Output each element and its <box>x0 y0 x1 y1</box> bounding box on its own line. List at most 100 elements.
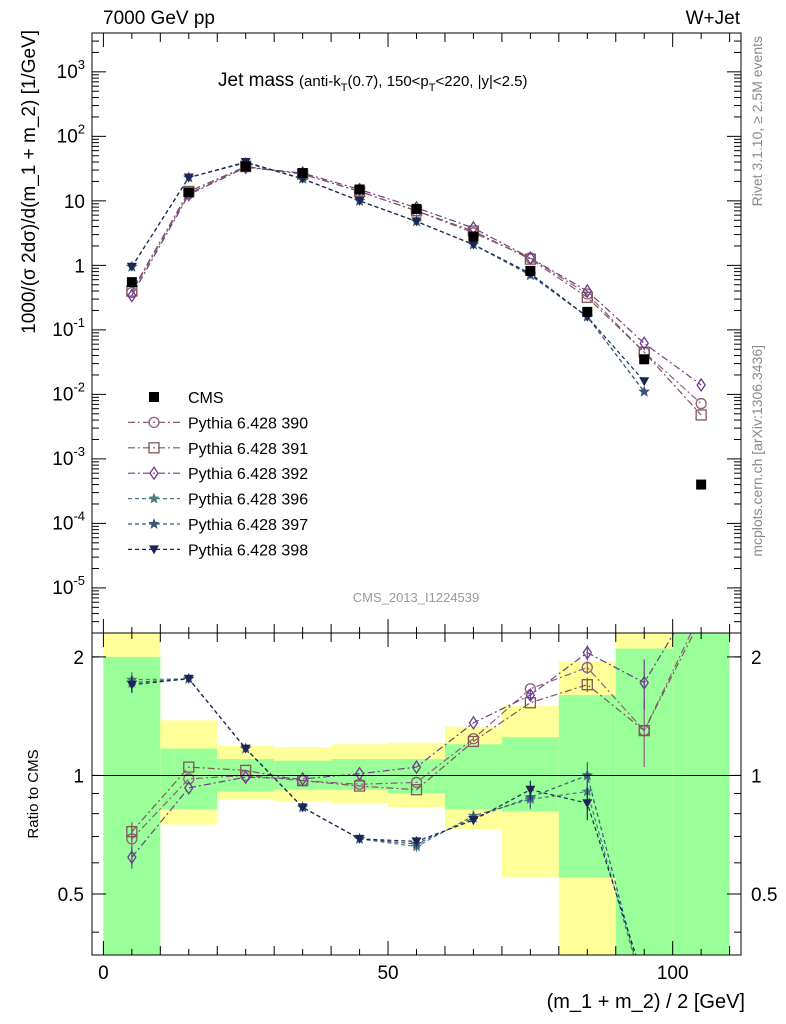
series-391-ratio-point-55 <box>410 784 423 796</box>
series-396-ratio-line <box>131 678 635 955</box>
series-397-main-line <box>131 162 645 393</box>
legend-marker-396 <box>148 492 160 504</box>
legend-label-392: Pythia 6.428 392 <box>188 466 308 483</box>
series-398-point-55 <box>411 217 422 227</box>
series-396-main-line <box>131 162 645 393</box>
series-397-ratio-point-85 <box>581 769 593 781</box>
x-tick-label: 0 <box>98 963 109 984</box>
legend-marker-391 <box>148 442 160 454</box>
series-392-point-105 <box>696 377 706 393</box>
legend-label-cms: CMS <box>188 390 224 407</box>
y-tick-label: 10-5 <box>52 573 85 599</box>
band-inner-1 <box>160 748 218 810</box>
series-392-ratio-point-65 <box>468 715 479 731</box>
x-axis-label: (m_1 + m_2) / 2 [GeV] <box>547 991 745 1013</box>
band-inner-4 <box>331 759 389 790</box>
series-398-ratio-point-75 <box>525 785 536 795</box>
cms-point-85 <box>582 306 593 317</box>
series-398-ratio-point-45 <box>354 834 365 844</box>
cms-point-35 <box>297 168 308 179</box>
series-392-main-line <box>131 166 702 386</box>
series-398-ratio-point-65 <box>468 816 479 826</box>
legend-label-397: Pythia 6.428 397 <box>188 517 308 534</box>
series-392-ratio-point-95 <box>639 675 650 690</box>
ratio-tick-label-left: 2 <box>73 648 84 669</box>
cms-point-55 <box>411 203 422 214</box>
series-392-point-5 <box>127 288 137 303</box>
legend: CMS Pythia 6.428 390 Pythia 6.428 391 Pythi… <box>128 390 308 559</box>
series-398-ratio-point-25 <box>240 744 251 754</box>
series-398-point-5 <box>126 262 137 272</box>
series-392-ratio-point-5 <box>127 850 137 865</box>
cms-point-65 <box>468 231 479 242</box>
series-397-point-95 <box>638 385 650 397</box>
series-392-ratio-point-75 <box>525 687 536 703</box>
y-tick-label: 10-1 <box>52 315 85 341</box>
band-inner-0 <box>103 656 161 955</box>
y-tick-label: 103 <box>57 57 85 83</box>
rivet-label: Rivet 3.1.10, ≥ 2.5M events <box>749 36 765 206</box>
legend-marker-cms <box>149 392 159 402</box>
series-392-point-85 <box>582 283 593 299</box>
ratio-uncertainty-bands <box>103 633 730 955</box>
cms-point-45 <box>354 184 365 195</box>
band-inner-6 <box>444 744 502 810</box>
series-398-ratio-point-5 <box>126 680 137 690</box>
series-391-ratio-point-5 <box>126 825 138 838</box>
series-391-ratio-point-45 <box>353 780 366 792</box>
cms-point-5 <box>126 277 137 288</box>
series-390-ratio-point-55 <box>410 776 423 789</box>
cms-point-95 <box>639 354 650 365</box>
series-390-ratio-point-15 <box>183 773 195 785</box>
cms-point-105 <box>696 479 707 490</box>
series-390-ratio-line <box>131 633 692 840</box>
legend-marker-397 <box>148 518 160 529</box>
ratio-tick-label-left: 0.5 <box>58 885 84 906</box>
ratio-tick-label-right: 2 <box>751 648 762 669</box>
y-tick-label: 10 <box>64 192 85 213</box>
legend-marker-392 <box>149 466 159 481</box>
series-391-ratio-point-65 <box>467 735 480 748</box>
series-391-point-105 <box>695 409 707 421</box>
series-398-point-15 <box>183 173 194 183</box>
series-392-point-95 <box>639 336 650 351</box>
series-398-point-45 <box>354 196 365 206</box>
header-right: W+Jet <box>685 8 740 29</box>
y-tick-label: 10-2 <box>52 379 85 405</box>
series-392-ratio-point-85 <box>582 645 593 660</box>
ratio-tick-label-right: 1 <box>751 766 762 787</box>
legend-label-398: Pythia 6.428 398 <box>188 542 308 559</box>
series-398-point-65 <box>468 240 479 250</box>
y-tick-label: 10-3 <box>52 444 85 470</box>
data-markers <box>126 156 707 869</box>
series-392-ratio-point-55 <box>411 759 422 775</box>
cms-point-15 <box>183 187 194 198</box>
ratio-tick-label-left: 1 <box>73 766 84 787</box>
chart-title: Jet mass (anti-kT(0.7), 150<pT<220, |y|<2… <box>218 70 528 94</box>
analysis-watermark: CMS_2013_I1224539 <box>353 590 480 605</box>
legend-marker-390 <box>148 416 160 429</box>
series-391-ratio-point-15 <box>183 761 195 773</box>
series-392-point-75 <box>525 250 536 266</box>
series-398-main-line <box>131 161 645 382</box>
series-398-ratio-line <box>131 678 637 955</box>
y-axis-label: 1000/(σ 2dσ)/d(m_1 + m_2) [1/GeV] <box>19 30 40 334</box>
x-tick-label: 50 <box>377 963 398 984</box>
ratio-tick-label-right: 0.5 <box>751 885 777 906</box>
cms-point-25 <box>240 161 251 172</box>
axis-ticks: 10-5 10-4 10-3 10-2 10-1 1 10 102 103 0.5 0.5 1 1 2 2 0… <box>52 32 777 984</box>
series-391-main-line <box>131 165 702 416</box>
series-390-main-line <box>131 165 702 405</box>
legend-label-391: Pythia 6.428 391 <box>188 441 308 458</box>
series-392-ratio-line <box>131 633 675 858</box>
series-392-ratio-point-15 <box>183 780 194 796</box>
series-398-ratio-point-35 <box>297 803 308 813</box>
y-tick-label: 10-4 <box>52 508 85 534</box>
series-390-ratio-point-85 <box>581 661 593 674</box>
cms-point-75 <box>525 265 536 276</box>
series-391-ratio-point-95 <box>638 724 650 737</box>
series-398-point-95 <box>639 377 650 387</box>
y-tick-label: 1 <box>74 256 85 277</box>
series-392-ratio-point-45 <box>354 766 365 781</box>
